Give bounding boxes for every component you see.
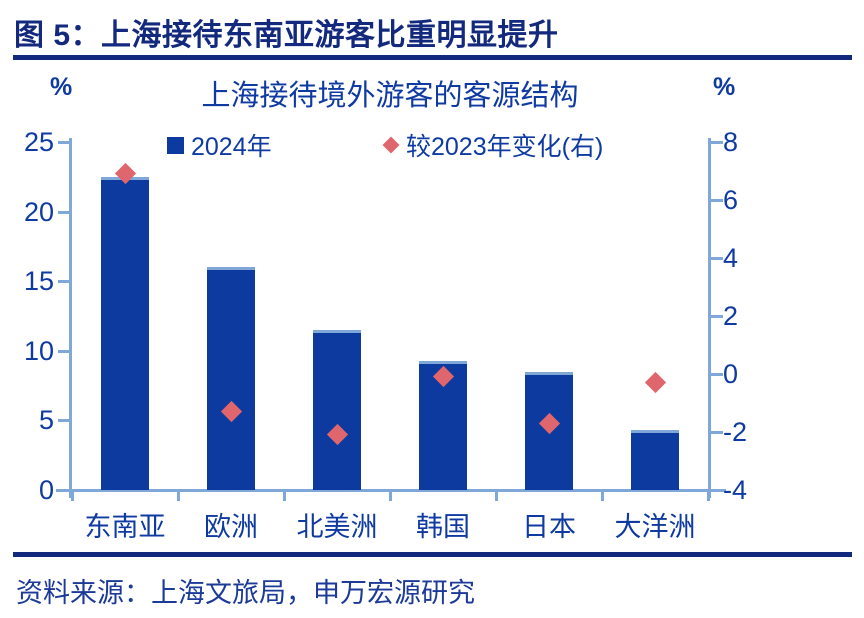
- x-axis-label: 欧洲: [204, 512, 258, 542]
- y-axis-left-tick: [58, 141, 70, 144]
- chart-title: 上海接待境外游客的客源结构: [201, 80, 579, 112]
- caption-divider-line: [13, 55, 852, 60]
- y-axis-right-tick: [711, 315, 723, 318]
- y-axis-right-tick-label: 4: [723, 243, 739, 273]
- y-axis-left-tick: [58, 489, 70, 492]
- right-axis-unit: %: [713, 73, 736, 101]
- left-axis-unit: %: [50, 73, 73, 101]
- y-axis-right-tick-label: -4: [723, 475, 748, 505]
- y-axis-left-tick-label: 0: [38, 475, 54, 505]
- y-axis-right-tick-label: -2: [723, 417, 748, 447]
- y-axis-right-tick: [711, 257, 723, 260]
- x-axis-tick: [71, 490, 74, 501]
- y-axis-right-tick-label: 2: [723, 301, 739, 331]
- legend-label: 2024年: [191, 133, 272, 161]
- y-axis-left-tick: [58, 280, 70, 284]
- figure-caption: 图 5：上海接待东南亚游客比重明显提升: [14, 19, 559, 52]
- change-diamond-marker: [644, 372, 666, 394]
- bar: [631, 430, 679, 490]
- bar: [207, 267, 255, 490]
- y-axis-left-tick-label: 5: [38, 405, 54, 436]
- legend-item-change: 较2023年变化(右): [382, 132, 603, 161]
- legend-diamond-swatch-icon: [382, 136, 400, 154]
- legend-label: 较2023年变化(右): [406, 133, 604, 161]
- y-axis-left-tick: [58, 349, 70, 353]
- y-axis-left-tick-label: 20: [23, 196, 54, 227]
- source-note: 资料来源：上海文旅局，申万宏源研究: [16, 578, 475, 608]
- x-axis-tick: [177, 490, 180, 501]
- bar: [313, 329, 361, 490]
- y-axis-right-tick-label: 0: [723, 359, 739, 389]
- x-axis-tick: [495, 490, 498, 501]
- x-axis-tick: [707, 490, 710, 501]
- y-axis-left-line: [69, 138, 72, 498]
- x-axis-label: 韩国: [416, 512, 470, 542]
- y-axis-left-tick: [58, 210, 70, 214]
- bar: [101, 176, 149, 490]
- x-axis-label: 东南亚: [84, 512, 166, 542]
- y-axis-left-tick-label: 15: [23, 266, 54, 297]
- y-axis-right-tick: [711, 431, 723, 434]
- y-axis-left-tick-label: 25: [23, 127, 54, 157]
- x-axis-tick: [601, 490, 604, 501]
- footer-divider-line: [13, 552, 852, 557]
- y-axis-right-tick-label: 6: [723, 185, 739, 215]
- legend-bar-swatch-icon: [167, 136, 184, 154]
- x-axis-tick: [283, 490, 286, 501]
- x-axis-label: 大洋洲: [614, 512, 696, 542]
- y-axis-right-tick: [711, 141, 723, 144]
- y-axis-right-tick: [711, 489, 723, 492]
- x-axis-tick: [389, 490, 392, 501]
- y-axis-left-tick: [58, 419, 70, 423]
- legend-item-2024: 2024年: [167, 132, 272, 161]
- y-axis-left-tick-label: 10: [23, 335, 54, 366]
- y-axis-right-tick: [711, 199, 723, 202]
- y-axis-right-line: [708, 138, 711, 498]
- x-axis-label: 北美洲: [296, 512, 378, 542]
- x-axis-label: 日本: [522, 512, 576, 542]
- y-axis-right-tick: [711, 373, 723, 376]
- y-axis-right-tick-label: 8: [723, 127, 739, 157]
